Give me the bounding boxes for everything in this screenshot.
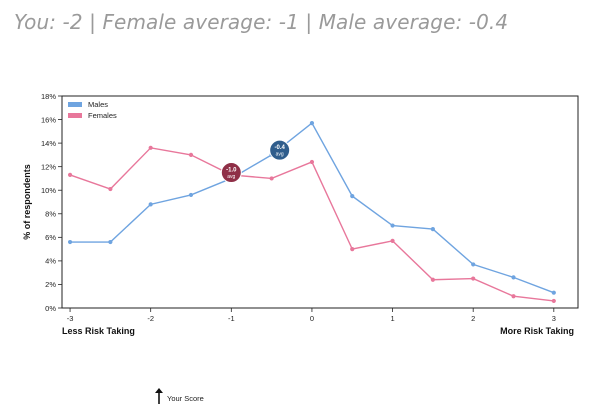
average-bubble-circle [269, 139, 291, 161]
y-tick-label: 2% [45, 280, 56, 289]
separator: | [82, 10, 103, 34]
male-average-text: Male average: -0.4 [318, 10, 509, 34]
data-point-females [551, 298, 556, 304]
your-score-marker: Your Score [154, 388, 204, 404]
data-point-females [390, 238, 395, 243]
legend-label-females: Females [88, 111, 117, 120]
average-bubble-value: -0.4 [275, 145, 286, 151]
y-tick-label: 12% [41, 162, 56, 171]
data-point-females [269, 176, 274, 181]
legend-label-males: Males [88, 100, 108, 109]
data-point-females [108, 186, 113, 192]
legend-swatch-females [68, 113, 82, 118]
data-point-males [148, 202, 153, 207]
series-line-males [70, 122, 555, 294]
average-bubble-caption: avg [227, 174, 235, 180]
average-bubble-circle [220, 162, 242, 184]
data-point-males [471, 262, 476, 267]
data-point-males [511, 275, 516, 280]
legend-swatch-males [68, 102, 82, 107]
data-point-males [309, 120, 315, 126]
data-point-males [350, 194, 355, 199]
average-bubble-value: -1.0 [226, 168, 237, 174]
data-point-females [430, 277, 435, 282]
x-tick-label: 0 [310, 314, 314, 323]
data-point-females [511, 294, 516, 299]
your-score-label: Your Score [167, 393, 204, 403]
y-tick-label: 0% [45, 304, 56, 313]
x-axis-label-less-risk: Less Risk Taking [62, 326, 135, 336]
y-tick-label: 10% [41, 186, 56, 195]
average-bubble-caption: avg [276, 152, 284, 158]
series-line-females [69, 147, 554, 302]
separator: | [298, 10, 319, 34]
data-point-females [188, 152, 194, 157]
data-point-males [551, 290, 556, 295]
x-tick-label: -3 [67, 314, 74, 323]
data-point-males [108, 239, 113, 245]
data-point-females [309, 159, 315, 165]
data-point-males [430, 226, 435, 232]
x-tick-label: 3 [552, 314, 556, 323]
x-tick-label: 2 [471, 314, 475, 323]
up-arrow-icon [155, 388, 163, 404]
y-tick-label: 4% [45, 257, 56, 266]
data-point-females [471, 276, 476, 281]
y-tick-label: 6% [45, 233, 56, 242]
y-tick-label: 14% [41, 139, 56, 148]
data-point-males [188, 192, 194, 198]
data-point-males [67, 239, 73, 245]
data-point-females [148, 145, 153, 150]
your-score-text: You: -2 [14, 10, 83, 34]
female-average-text: Female average: -1 [102, 10, 299, 34]
x-tick-label: -2 [147, 314, 154, 323]
x-axis-label-more-risk: More Risk Taking [500, 326, 574, 336]
y-tick-label: 16% [41, 115, 56, 124]
x-tick-label: 1 [390, 314, 394, 323]
score-summary-headline: You: -2 | Female average: -1 | Male aver… [14, 10, 508, 34]
y-axis-label: % of respondents [22, 164, 32, 240]
x-tick-label: -1 [228, 314, 235, 323]
data-point-females [350, 247, 355, 252]
y-tick-label: 8% [45, 210, 56, 219]
data-point-females [67, 172, 73, 178]
data-point-males [390, 223, 395, 228]
y-tick-label: 18% [41, 92, 56, 101]
plot-frame [61, 95, 579, 309]
